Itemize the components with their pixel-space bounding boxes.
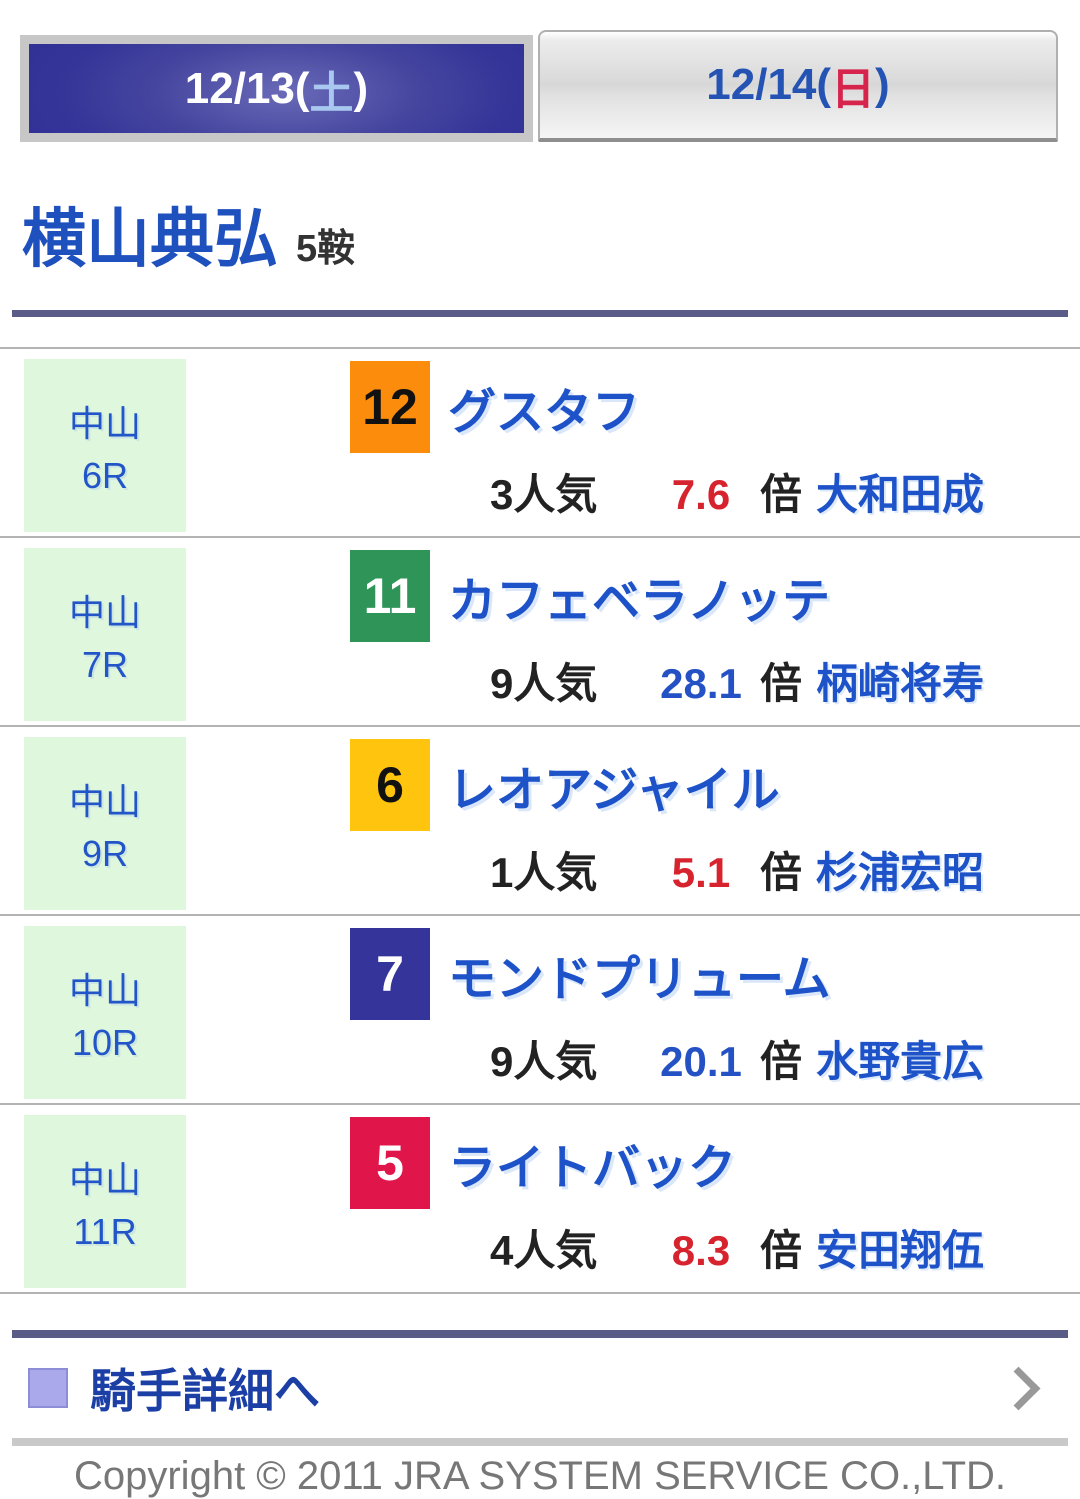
chevron-right-icon [996, 1366, 1041, 1410]
trainer-name-link[interactable]: 杉浦宏昭 [816, 849, 985, 896]
odds-unit-label: 倍 [760, 660, 803, 707]
track-race-cell: 中山 7R [24, 548, 186, 721]
race-number-label: 11R [73, 1210, 137, 1252]
horse-number-box: 11 [350, 550, 430, 642]
race-main: 11 カフェベラノッテ 9人気 28.1 倍 柄崎将寿 [350, 538, 1080, 725]
tab-day-sun: 日 [831, 65, 876, 114]
popularity-label: 9人気 [490, 660, 598, 707]
list-bottom-divider [12, 1330, 1068, 1338]
square-bullet-icon [28, 1368, 68, 1408]
jockey-name-title: 横山典弘 [22, 203, 278, 275]
track-label: 中山 [68, 969, 141, 1011]
date-tab-bar: 12/13(土) 12/14(日) [20, 30, 1058, 142]
jockey-detail-link-label: 騎手詳細へ [90, 1365, 320, 1417]
odds-value: 8.3 [671, 1227, 731, 1274]
tab-date-text: 12/13( [184, 63, 310, 113]
race-row[interactable]: 中山 7R 11 カフェベラノッテ 9人気 28.1 倍 柄崎将寿 [0, 536, 1080, 725]
odds-unit-label: 倍 [760, 1227, 803, 1274]
track-race-cell: 中山 9R [24, 737, 186, 910]
race-main: 12 グスタフ 3人気 7.6 倍 大和田成 [350, 349, 1080, 536]
race-row[interactable]: 中山 11R 5 ライトバック 4人気 8.3 倍 安田翔伍 [0, 1103, 1080, 1294]
odds-unit-label: 倍 [760, 1038, 803, 1085]
trainer-name-link[interactable]: 大和田成 [816, 471, 985, 518]
track-label: 中山 [68, 591, 141, 633]
tab-day-sat: 土 [309, 68, 354, 118]
tab-date-1213[interactable]: 12/13(土) [20, 35, 533, 142]
tab-date-close: ) [875, 60, 890, 109]
odds-unit-label: 倍 [760, 471, 803, 518]
horse-name-link[interactable]: ライトバック [448, 1142, 737, 1195]
track-race-cell: 中山 10R [24, 926, 186, 1099]
race-row[interactable]: 中山 9R 6 レオアジャイル 1人気 5.1 倍 杉浦宏昭 [0, 725, 1080, 914]
race-number-label: 9R [81, 832, 129, 874]
race-main: 7 モンドプリューム 9人気 20.1 倍 水野貴広 [350, 916, 1080, 1103]
track-label: 中山 [68, 1158, 141, 1200]
race-number-label: 10R [71, 1021, 139, 1063]
copyright-text: Copyright © 2011 JRA SYSTEM SERVICE CO.,… [73, 1454, 1006, 1498]
ride-count-label: 5鞍 [296, 228, 356, 270]
horse-name-link[interactable]: カフェベラノッテ [448, 575, 831, 628]
track-race-cell: 中山 11R [24, 1115, 186, 1288]
header-divider [12, 310, 1068, 317]
tab-date-text: 12/14( [706, 60, 832, 109]
track-label: 中山 [68, 402, 141, 444]
horse-name-link[interactable]: モンドプリューム [448, 953, 831, 1006]
popularity-label: 1人気 [490, 849, 598, 896]
odds-value: 28.1 [660, 660, 742, 707]
race-row[interactable]: 中山 6R 12 グスタフ 3人気 7.6 倍 大和田成 [0, 347, 1080, 536]
tab-date-1214[interactable]: 12/14(日) [538, 30, 1058, 142]
popularity-label: 9人気 [490, 1038, 598, 1085]
race-list: 中山 6R 12 グスタフ 3人気 7.6 倍 大和田成 中山 7R 11 [0, 347, 1080, 1294]
jockey-header: 横山典弘 5鞍 [22, 188, 1080, 280]
track-label: 中山 [68, 780, 141, 822]
horse-name-link[interactable]: グスタフ [448, 386, 641, 439]
horse-name-link[interactable]: レオアジャイル [448, 764, 780, 817]
race-main: 6 レオアジャイル 1人気 5.1 倍 杉浦宏昭 [350, 727, 1080, 914]
odds-value: 7.6 [671, 471, 731, 518]
trainer-name-link[interactable]: 水野貴広 [816, 1038, 985, 1085]
odds-value: 20.1 [660, 1038, 742, 1085]
race-row[interactable]: 中山 10R 7 モンドプリューム 9人気 20.1 倍 水野貴広 [0, 914, 1080, 1103]
horse-number-box: 12 [350, 361, 430, 453]
horse-number-box: 5 [350, 1117, 430, 1209]
popularity-label: 3人気 [490, 471, 598, 518]
track-race-cell: 中山 6R [24, 359, 186, 532]
odds-value: 5.1 [671, 849, 731, 896]
horse-number-box: 6 [350, 739, 430, 831]
race-number-label: 6R [81, 454, 129, 496]
footer-divider [12, 1438, 1068, 1446]
jockey-detail-link[interactable]: 騎手詳細へ [12, 1338, 1068, 1438]
trainer-name-link[interactable]: 安田翔伍 [816, 1227, 985, 1274]
tab-date-close: ) [353, 63, 369, 113]
popularity-label: 4人気 [490, 1227, 598, 1274]
race-number-label: 7R [81, 643, 129, 685]
horse-number-box: 7 [350, 928, 430, 1020]
trainer-name-link[interactable]: 柄崎将寿 [816, 660, 985, 707]
odds-unit-label: 倍 [760, 849, 803, 896]
race-main: 5 ライトバック 4人気 8.3 倍 安田翔伍 [350, 1105, 1080, 1292]
